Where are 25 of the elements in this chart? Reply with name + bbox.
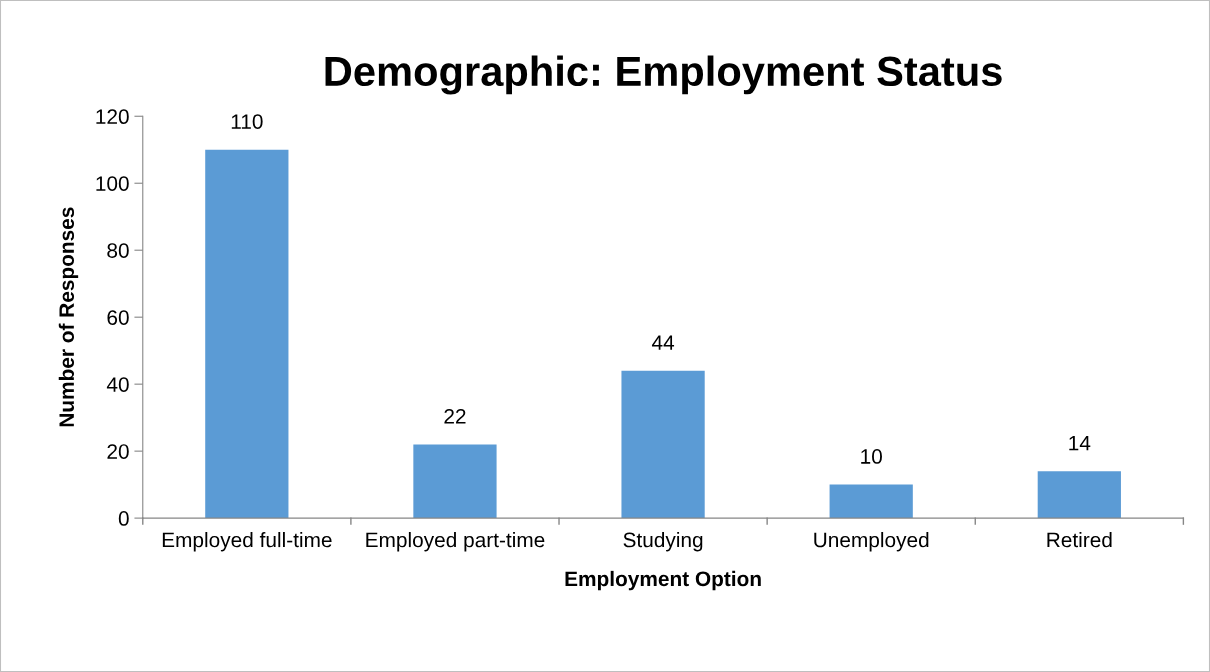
y-tick-label: 20 bbox=[107, 444, 129, 459]
data-label: 44 bbox=[651, 335, 675, 350]
x-axis-title: Employment Option bbox=[565, 570, 761, 591]
y-axis-title: Number of Responses bbox=[58, 207, 79, 427]
y-tick-label: 80 bbox=[107, 243, 129, 258]
bar bbox=[205, 149, 289, 519]
x-tick-label: Studying bbox=[623, 532, 703, 552]
y-tick-label: 120 bbox=[96, 109, 129, 125]
bar bbox=[829, 484, 913, 519]
x-tick-label: Retired bbox=[1047, 532, 1112, 548]
data-label: 22 bbox=[444, 408, 466, 424]
x-tick-label: Employed full-time bbox=[162, 532, 332, 552]
bar bbox=[1037, 471, 1121, 519]
data-label: 14 bbox=[1069, 435, 1091, 451]
x-tick-label: Unemployed bbox=[814, 532, 929, 552]
y-tick-label: 0 bbox=[118, 511, 129, 526]
y-tick-label: 40 bbox=[106, 377, 129, 392]
data-label: 110 bbox=[231, 114, 263, 129]
y-tick-label: 60 bbox=[107, 310, 129, 325]
x-tick-label: Employed part-time bbox=[366, 532, 545, 552]
bar bbox=[413, 444, 497, 519]
y-tick-label: 100 bbox=[96, 176, 129, 191]
chart-title: Demographic: Employment Status bbox=[325, 55, 1002, 95]
bar bbox=[621, 370, 705, 519]
data-label: 10 bbox=[861, 449, 882, 464]
